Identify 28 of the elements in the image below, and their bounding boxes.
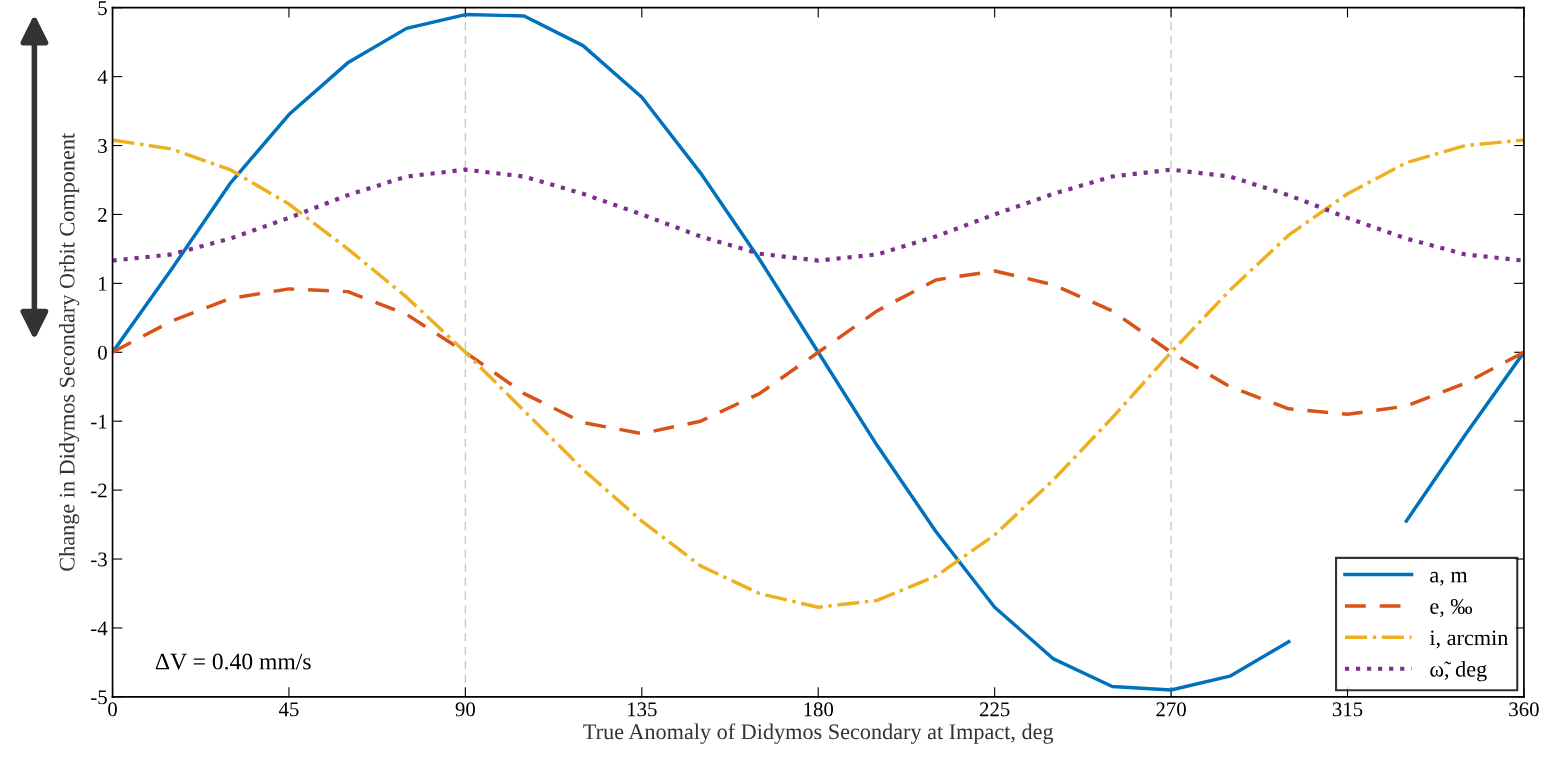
y-tick-label: 5 <box>98 1 107 16</box>
line-series <box>112 269 1524 436</box>
x-tick-label: 315 <box>1332 702 1363 717</box>
legend-label: e, ‰ <box>1430 598 1473 618</box>
x-tick-label: 135 <box>628 702 657 717</box>
x-tick-label: 360 <box>1509 702 1539 717</box>
y-tick-label: -1 <box>91 414 107 429</box>
y-tick-label: -3 <box>91 552 107 567</box>
line-series <box>112 167 1524 263</box>
y-tick-label: 1 <box>99 276 107 291</box>
annotation: ΔV = 0.40 mm/s <box>155 653 311 670</box>
y-tick-label: 4 <box>97 70 108 84</box>
x-tick-label: 45 <box>278 702 299 717</box>
x-axis-title: True Anomaly of Didymos Secondary at Impact, deg <box>583 723 1054 744</box>
legend-label: ω̃, deg <box>1430 661 1487 682</box>
x-tick-label: 225 <box>979 702 1010 717</box>
y-tick-label: 0 <box>98 345 107 360</box>
y-tick-label: -5 <box>91 690 107 705</box>
x-tick-label: 270 <box>1156 702 1186 717</box>
x-tick-label: 180 <box>804 702 834 717</box>
y-tick-label: 2 <box>98 207 107 222</box>
y-tick-label: 3 <box>98 138 107 153</box>
x-tick-label: 90 <box>455 702 476 717</box>
y-axis-title: Change in Didymos Secondary Orbit Component <box>59 132 80 571</box>
legend-label: a, m <box>1430 571 1468 586</box>
y-tick-label: -4 <box>91 621 108 636</box>
y-tick-label: -2 <box>91 483 107 498</box>
legend-label: i, arcmin <box>1429 630 1509 649</box>
